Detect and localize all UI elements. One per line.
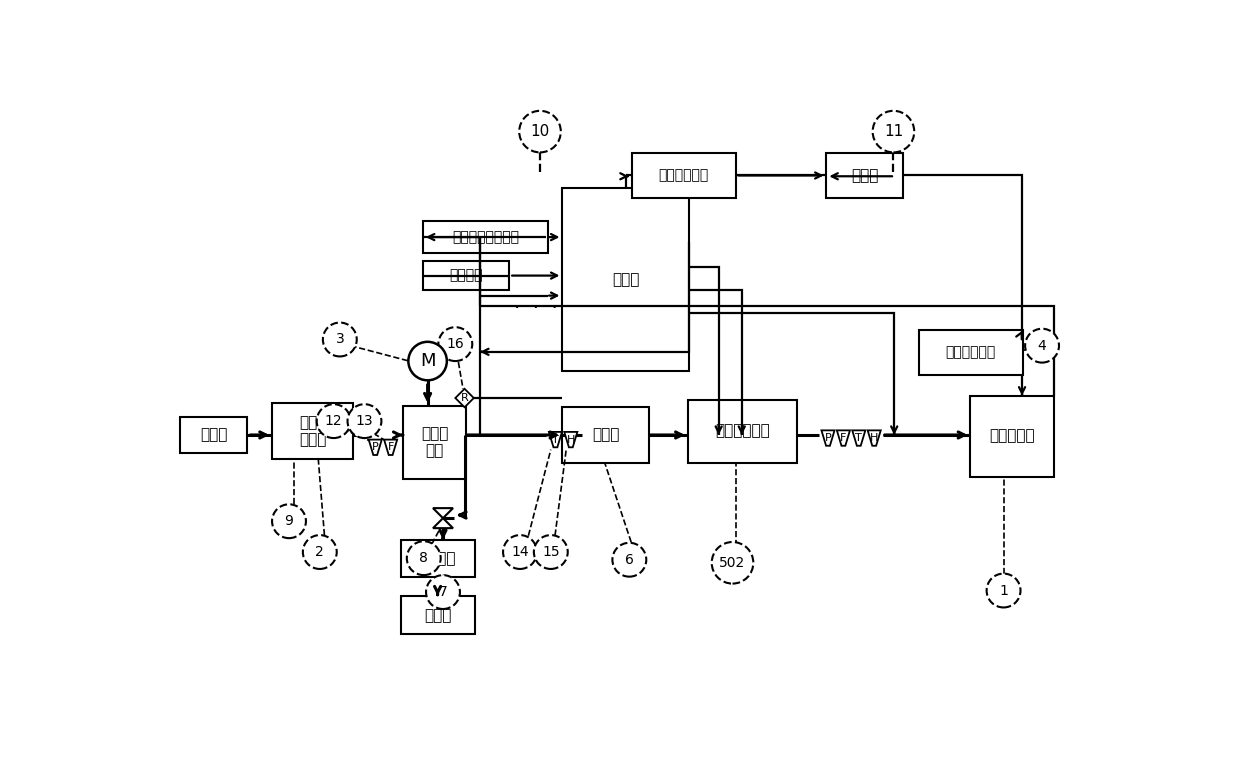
Text: 8: 8 <box>419 551 428 565</box>
Text: 中冷器: 中冷器 <box>591 427 619 443</box>
Circle shape <box>439 327 472 361</box>
Text: P: P <box>825 433 831 443</box>
Text: ·  ·  ·: · · · <box>513 299 557 318</box>
Text: 湿度调节装置: 湿度调节装置 <box>715 423 770 439</box>
Circle shape <box>520 111 560 153</box>
Text: P: P <box>372 443 378 452</box>
Text: 9: 9 <box>284 514 294 528</box>
Text: 6: 6 <box>625 552 634 567</box>
Circle shape <box>873 111 914 153</box>
Text: 7: 7 <box>439 585 448 599</box>
Bar <box>272 404 353 459</box>
Polygon shape <box>433 518 453 528</box>
Circle shape <box>427 575 460 609</box>
Polygon shape <box>368 439 382 455</box>
Text: 11: 11 <box>884 124 903 139</box>
Text: 1: 1 <box>999 584 1008 597</box>
Text: 4: 4 <box>1038 339 1047 353</box>
Bar <box>180 417 248 453</box>
Text: T: T <box>552 435 559 445</box>
Circle shape <box>347 404 382 438</box>
Text: 进气口: 进气口 <box>200 427 227 443</box>
Circle shape <box>322 323 357 356</box>
Circle shape <box>503 535 537 569</box>
Polygon shape <box>549 432 562 447</box>
Text: 排气口: 排气口 <box>424 607 451 623</box>
Circle shape <box>613 542 646 577</box>
Text: M: M <box>420 352 435 370</box>
Bar <box>563 407 649 462</box>
Polygon shape <box>564 432 578 447</box>
Circle shape <box>712 542 754 584</box>
Text: 14: 14 <box>511 545 528 559</box>
Bar <box>631 153 735 198</box>
Circle shape <box>534 535 568 569</box>
Polygon shape <box>455 389 474 407</box>
Text: T: T <box>856 433 862 443</box>
Bar <box>826 153 904 198</box>
Bar <box>402 596 475 634</box>
Bar <box>688 400 797 462</box>
Bar <box>563 188 689 371</box>
Circle shape <box>1025 329 1059 362</box>
Text: 12: 12 <box>325 414 342 428</box>
Polygon shape <box>837 430 849 446</box>
Text: H: H <box>870 433 878 443</box>
Circle shape <box>987 574 1021 607</box>
Circle shape <box>407 541 440 575</box>
Text: F: F <box>387 443 394 452</box>
Text: 燃料电池输出参数: 燃料电池输出参数 <box>451 230 518 244</box>
Circle shape <box>303 535 337 569</box>
Polygon shape <box>384 439 397 455</box>
Bar <box>402 539 475 577</box>
Text: 2: 2 <box>315 545 324 559</box>
Circle shape <box>272 504 306 538</box>
Text: 蓄电池: 蓄电池 <box>852 168 879 183</box>
Text: 空气压
缩机: 空气压 缩机 <box>420 426 448 459</box>
Text: 13: 13 <box>356 414 373 428</box>
Text: 旁通支路: 旁通支路 <box>420 551 456 565</box>
Bar <box>403 406 466 479</box>
Text: H: H <box>567 435 575 445</box>
Text: 电力转换装置: 电力转换装置 <box>658 169 709 182</box>
Text: 15: 15 <box>542 545 559 559</box>
Polygon shape <box>852 430 866 446</box>
Text: 502: 502 <box>719 555 745 570</box>
Text: R: R <box>461 393 469 403</box>
Text: 日标参数: 日标参数 <box>449 269 482 282</box>
Bar <box>971 396 1054 477</box>
Text: 3: 3 <box>336 333 345 346</box>
Bar <box>423 261 510 290</box>
Text: 空气过
滤装置: 空气过 滤装置 <box>299 415 326 447</box>
Polygon shape <box>821 430 835 446</box>
Text: 10: 10 <box>531 124 549 139</box>
Circle shape <box>408 342 446 380</box>
Text: 16: 16 <box>446 337 464 351</box>
Text: 控制器: 控制器 <box>613 272 640 287</box>
Polygon shape <box>433 508 453 518</box>
Text: F: F <box>841 433 847 443</box>
Text: 燃料电池堆: 燃料电池堆 <box>990 429 1035 443</box>
Text: 电力转换装置: 电力转换装置 <box>946 346 996 359</box>
Polygon shape <box>868 430 880 446</box>
Bar <box>423 221 548 253</box>
Bar <box>919 330 1023 375</box>
Circle shape <box>316 404 351 438</box>
